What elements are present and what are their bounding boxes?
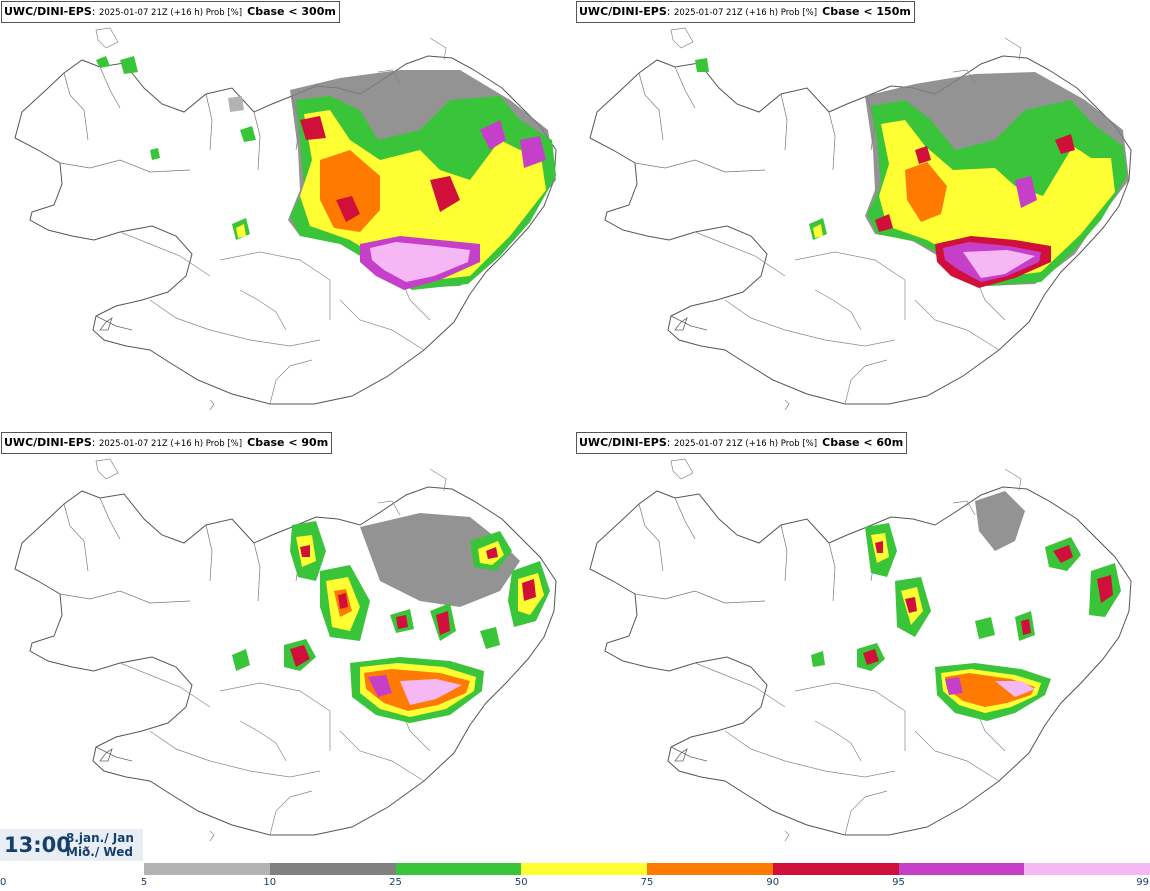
colorbar-segment: [521, 863, 647, 875]
run-info: 2025-01-07 21Z (+16 h) Prob [%]: [98, 439, 243, 449]
colorbar-tick-label: 50: [514, 877, 528, 888]
panel-title: UWC/DINI-EPS: 2025-01-07 21Z (+16 h) Pro…: [576, 1, 915, 23]
colorbar-segment: [395, 863, 522, 875]
parameter-label: Cbase < 90m: [247, 436, 329, 449]
model-name: UWC/DINI-EPS: [4, 5, 92, 18]
colorbar-tick-label: 25: [389, 877, 402, 888]
colorbar-tick-label: 10: [263, 877, 277, 888]
colorbar-segment: [898, 863, 1025, 875]
colorbar-segment: [144, 863, 270, 875]
iceland-map: [14, 458, 557, 842]
panel-title: UWC/DINI-EPS: 2025-01-07 21Z (+16 h) Pro…: [1, 432, 333, 454]
parameter-label: Cbase < 60m: [822, 436, 904, 449]
valid-time: 13:00: [4, 833, 71, 857]
iceland-map: [589, 27, 1132, 411]
valid-date: 8.jan./ Jan: [66, 831, 134, 845]
colorbar-tick-label: 99: [1136, 877, 1149, 888]
run-info: 2025-01-07 21Z (+16 h) Prob [%]: [673, 439, 818, 449]
colorbar-segment: [647, 863, 773, 875]
valid-time-box: 13:00 8.jan./ Jan Mið./ Wed: [0, 829, 143, 861]
model-name: UWC/DINI-EPS: [579, 436, 667, 449]
valid-weekday: Mið./ Wed: [66, 845, 133, 859]
colorbar-segment: [772, 863, 899, 875]
parameter-label: Cbase < 150m: [822, 5, 911, 18]
colorbar-segment: [1024, 863, 1150, 875]
colorbar-tick-label: 0: [0, 877, 7, 888]
colorbar-tick-label: 75: [640, 877, 654, 888]
iceland-map: [14, 27, 557, 411]
colorbar-tick-label: 5: [140, 877, 148, 888]
probability-field: [232, 513, 550, 723]
map-panel-cbase-60m: UWC/DINI-EPS: 2025-01-07 21Z (+16 h) Pro…: [575, 431, 1150, 861]
panel-title: UWC/DINI-EPS: 2025-01-07 21Z (+16 h) Pro…: [1, 1, 340, 23]
colorbar-tick-label: 90: [766, 877, 780, 888]
panel-title: UWC/DINI-EPS: 2025-01-07 21Z (+16 h) Pro…: [576, 432, 908, 454]
run-info: 2025-01-07 21Z (+16 h) Prob [%]: [98, 8, 243, 18]
map-panel-cbase-300m: UWC/DINI-EPS: 2025-01-07 21Z (+16 h) Pro…: [0, 0, 575, 430]
run-info: 2025-01-07 21Z (+16 h) Prob [%]: [673, 8, 818, 18]
map-panel-cbase-150m: UWC/DINI-EPS: 2025-01-07 21Z (+16 h) Pro…: [575, 0, 1150, 430]
probability-field: [695, 58, 1129, 288]
probability-colorbar: [144, 863, 1150, 875]
model-name: UWC/DINI-EPS: [4, 436, 92, 449]
model-name: UWC/DINI-EPS: [579, 5, 667, 18]
map-panel-cbase-90m: UWC/DINI-EPS: 2025-01-07 21Z (+16 h) Pro…: [0, 431, 575, 861]
colorbar-tick-label: 95: [892, 877, 905, 888]
parameter-label: Cbase < 300m: [247, 5, 336, 18]
colorbar-segment: [269, 863, 396, 875]
iceland-map: [589, 458, 1132, 842]
probability-field: [96, 56, 556, 290]
probability-field: [811, 491, 1121, 721]
